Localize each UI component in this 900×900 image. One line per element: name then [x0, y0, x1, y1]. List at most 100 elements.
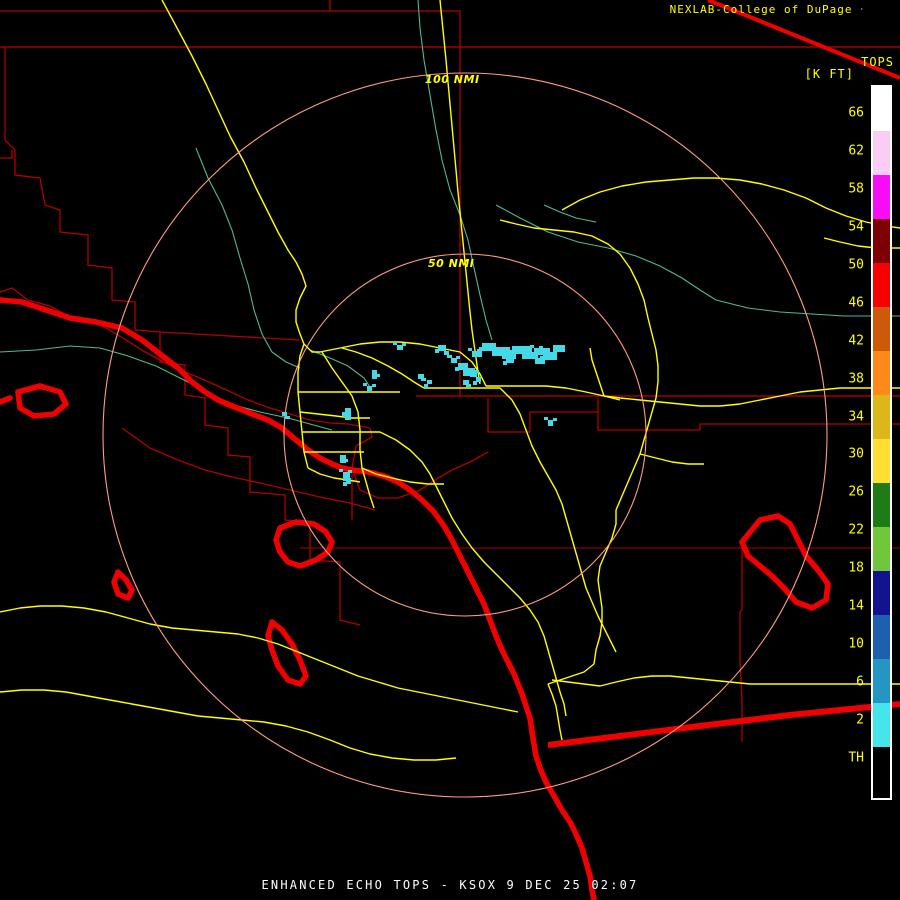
- echo-cell: [343, 482, 347, 486]
- colorbar-segment-66: [873, 131, 890, 176]
- colorbar-tick-22: 22: [848, 522, 864, 538]
- echo-cell: [473, 381, 477, 385]
- colorbar-segment-58: [873, 219, 890, 264]
- echo-cell: [343, 459, 348, 462]
- echo-cell: [424, 384, 428, 388]
- colorbar-segment-22: [873, 615, 890, 660]
- colorbar-tick-38: 38: [848, 371, 864, 387]
- echo-cell: [553, 418, 557, 421]
- colorbar-tick-th: TH: [848, 750, 864, 766]
- echo-cell: [530, 345, 534, 348]
- echo-cell: [458, 363, 468, 370]
- colorbar-tick-labels: 66 62 58 54 50 46 42 38 34 30 26 22 18 14 10 6 2 TH: [826, 85, 870, 800]
- colorbar-tick-34: 34: [848, 409, 864, 425]
- colorbar-segment-46: [873, 351, 890, 396]
- echo-cell: [421, 378, 426, 381]
- colorbar-segment-70: [873, 87, 890, 132]
- colorbar-segment-26: [873, 571, 890, 616]
- echo-cell: [367, 386, 372, 391]
- colorbar-segment-50: [873, 307, 890, 352]
- range-rings: [102, 72, 828, 798]
- colorbar-segment-th: [873, 747, 890, 799]
- colorbar-tick-30: 30: [848, 446, 864, 462]
- colorbar-segment-42: [873, 395, 890, 440]
- colorbar-legend[interactable]: [871, 85, 892, 800]
- colorbar-tick-10: 10: [848, 636, 864, 652]
- echo-cell: [539, 346, 543, 349]
- colorbar-tick-2: 2: [856, 712, 864, 728]
- echo-cell: [506, 357, 514, 363]
- echo-cell: [348, 470, 352, 473]
- echo-cell: [418, 374, 424, 379]
- echo-cell: [466, 384, 471, 387]
- colorbar-tick-42: 42: [848, 333, 864, 349]
- echo-cell: [466, 369, 470, 372]
- coastline: [0, 297, 831, 900]
- range-ring-label-100nmi: 100 NMI: [425, 73, 480, 86]
- colorbar-tick-66: 66: [848, 105, 864, 121]
- echo-cell: [468, 348, 472, 351]
- echo-cell: [512, 346, 532, 354]
- echo-cell: [482, 343, 496, 351]
- colorbar-tick-18: 18: [848, 560, 864, 576]
- range-ring-50nmi: [283, 253, 647, 617]
- echo-cell: [372, 370, 377, 379]
- echo-cell: [339, 469, 343, 472]
- echo-cell: [472, 351, 482, 357]
- echo-cell: [438, 345, 446, 351]
- range-ring-100nmi: [102, 72, 828, 798]
- echo-cell: [444, 351, 449, 355]
- colorbar-segment-18: [873, 659, 890, 704]
- colorbar-tick-14: 14: [848, 598, 864, 614]
- echo-cell: [402, 343, 406, 346]
- echo-cell: [466, 372, 471, 375]
- colorbar-gradient: [873, 87, 890, 799]
- echo-cell: [282, 412, 287, 416]
- colorbar-segment-34: [873, 483, 890, 528]
- header-border-line: [707, 0, 900, 80]
- colorbar-segment-54: [873, 263, 890, 308]
- colorbar-title: TOPS: [861, 55, 894, 69]
- colorbar-tick-54: 54: [848, 219, 864, 235]
- echo-cell: [535, 358, 545, 364]
- echo-cell: [372, 384, 376, 387]
- colorbar-units-label: [K FT]: [804, 67, 854, 81]
- echo-cell: [375, 374, 380, 377]
- range-ring-label-50nmi: 50 NMI: [428, 257, 475, 270]
- site-credit-label: NEXLAB-College of DuPage ᐧ: [669, 3, 864, 16]
- echo-cell: [397, 345, 403, 350]
- echo-cell: [531, 355, 535, 358]
- echo-cell: [503, 361, 507, 365]
- echo-cell: [447, 355, 451, 358]
- colorbar-tick-58: 58: [848, 181, 864, 197]
- colorbar-segment-38: [873, 439, 890, 484]
- echo-cell: [476, 377, 481, 382]
- echo-cell: [345, 408, 351, 420]
- colorbar-tick-46: 46: [848, 295, 864, 311]
- echo-cell: [534, 348, 550, 355]
- colorbar-tick-50: 50: [848, 257, 864, 273]
- colorbar-segment-14: [873, 703, 890, 748]
- echo-tops-returns: [282, 342, 565, 486]
- echo-cell: [553, 345, 565, 352]
- echo-cell: [556, 349, 561, 352]
- echo-cell: [363, 383, 367, 386]
- echo-cell: [522, 352, 538, 359]
- highway-network: [0, 0, 900, 761]
- echo-cell: [456, 356, 460, 359]
- echo-cell: [285, 416, 290, 419]
- echo-cell: [544, 417, 548, 420]
- colorbar-tick-62: 62: [848, 143, 864, 159]
- international-border: [547, 701, 900, 748]
- echo-cell: [463, 380, 469, 385]
- echo-cell: [475, 370, 479, 373]
- echo-cell: [548, 420, 553, 426]
- echo-cell: [427, 380, 432, 384]
- echo-cell: [435, 349, 439, 353]
- echo-cell: [455, 367, 459, 371]
- echo-cell: [470, 372, 477, 377]
- echo-cell: [525, 356, 530, 359]
